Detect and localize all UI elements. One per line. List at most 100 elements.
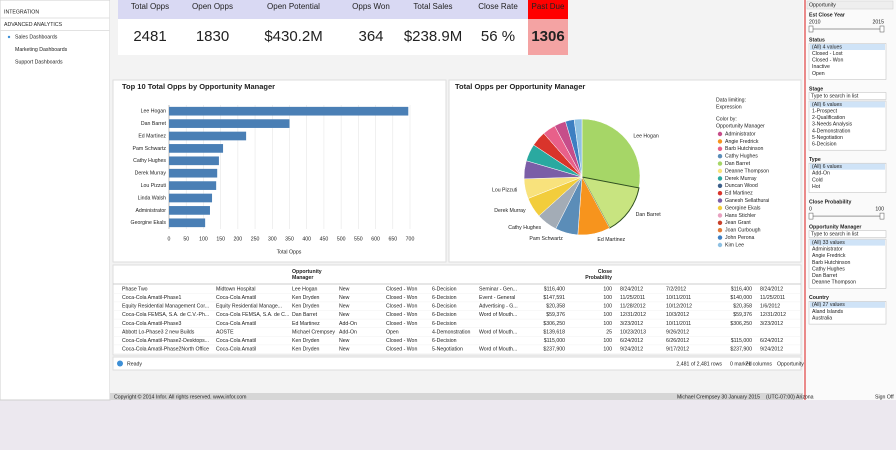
legend-label[interactable]: Dan Barret <box>725 161 751 167</box>
table-panel <box>112 264 802 356</box>
table-cell: Closed - Won <box>386 286 417 292</box>
table-cell: 6-Decision <box>432 286 457 292</box>
slider-handle[interactable] <box>879 25 885 33</box>
table-cell: 8/24/2012 <box>760 286 783 292</box>
slider-handle[interactable] <box>808 212 814 220</box>
list-item[interactable]: Administrator <box>812 247 843 253</box>
list-item[interactable]: Dan Barret <box>812 273 838 279</box>
sidebar-item[interactable]: Support Dashboards <box>15 59 63 65</box>
list-item[interactable]: Open <box>812 71 825 77</box>
filter-section-title: Stage <box>809 86 823 92</box>
bar <box>169 193 213 203</box>
range-max: 2015 <box>872 19 884 25</box>
legend-label[interactable]: Jean Grant <box>725 220 751 226</box>
x-tick-label: 0 <box>168 236 171 242</box>
legend-label[interactable]: Angie Fredrick <box>725 139 759 145</box>
sign-off[interactable]: Sign Off <box>875 394 894 400</box>
table-cell: $116,400 <box>731 286 752 292</box>
x-tick-label: 350 <box>285 236 294 242</box>
list-item[interactable]: 3-Needs Analysis <box>812 122 852 128</box>
legend-swatch <box>717 131 723 137</box>
legend-label[interactable]: Georgine Ekals <box>725 205 761 211</box>
x-tick-label: 200 <box>234 236 243 242</box>
y-tick-label: Dan Barret <box>141 121 167 127</box>
list-item[interactable]: Inactive <box>812 64 830 70</box>
list-item[interactable]: (All) 6 values <box>812 102 842 108</box>
list-item[interactable]: (All) 33 values <box>812 240 845 246</box>
y-tick-label: Cathy Hughes <box>133 158 166 164</box>
list-item[interactable]: Closed - Lost <box>812 51 843 57</box>
legend-label[interactable]: Derek Murray <box>725 176 757 182</box>
legend-info: Data limiting: <box>716 97 746 103</box>
slider-handle[interactable] <box>879 212 885 220</box>
search-placeholder: Type to search in list <box>811 231 859 237</box>
table-cell: 10/11/2011 <box>666 321 691 327</box>
table-cell: 4-Demonstration <box>432 329 470 335</box>
sidebar-item[interactable]: ADVANCED ANALYTICS <box>4 22 63 28</box>
search-box[interactable] <box>808 230 887 238</box>
table-cell: New <box>339 347 350 353</box>
y-tick-label: Lou Pizzuti <box>141 183 166 189</box>
list-item[interactable]: Hot <box>812 184 821 190</box>
filter-header <box>806 0 894 10</box>
slider-handle[interactable] <box>808 25 814 33</box>
footer-bar <box>110 393 896 400</box>
table-cell: 6-Decision <box>432 321 457 327</box>
filter-section-title: Opportunity Manager <box>809 224 861 230</box>
list-item[interactable]: Australia <box>812 315 832 321</box>
legend-label[interactable]: Kim Lee <box>725 242 744 248</box>
x-tick-label: 50 <box>183 236 189 242</box>
list-item[interactable]: Add-On <box>812 171 830 177</box>
legend-label[interactable]: Ganesh Sellathurai <box>725 198 769 204</box>
list-item[interactable]: 4-Demonstration <box>812 128 850 134</box>
legend-label[interactable]: Cathy Hughes <box>725 154 758 160</box>
table-cell: 11/25/2011 <box>620 295 645 301</box>
table-cell: Closed - Won <box>386 312 417 318</box>
list-item[interactable]: Aland Islands <box>812 309 844 315</box>
list-item[interactable]: Deanne Thompson <box>812 280 856 286</box>
table-cell: Coca-Cola Amatil-Phase2North Office <box>122 347 209 353</box>
list-item[interactable]: 6-Decision <box>812 141 837 147</box>
legend-label[interactable]: Barb Hutchinson <box>725 146 763 152</box>
sidebar-item[interactable]: INTEGRATION <box>4 9 39 15</box>
x-tick-label: 450 <box>320 236 329 242</box>
search-placeholder: Type to search in list <box>811 93 859 99</box>
list-item[interactable]: Angie Fredrick <box>812 253 846 259</box>
list-item[interactable]: 1-Prospect <box>812 108 838 114</box>
range-max: 100 <box>875 206 884 212</box>
table-cell: Word of Mouth... <box>479 312 517 318</box>
pie-title: Total Opps per Opportunity Manager <box>455 82 585 91</box>
legend-label[interactable]: John Perona <box>725 235 755 241</box>
y-tick-label: Derek Murray <box>135 171 167 177</box>
list-item[interactable]: (All) 6 values <box>812 164 842 170</box>
sidebar-item[interactable]: Marketing Dashboards <box>15 47 68 53</box>
table-cell: Add-On <box>339 321 357 327</box>
sidebar-item[interactable]: Sales Dashboards <box>15 34 58 40</box>
table-cell: 10/11/2011 <box>666 295 691 301</box>
table-cell: 9/26/2012 <box>666 329 689 335</box>
list-item[interactable]: Cathy Hughes <box>812 266 845 272</box>
list-item[interactable]: (All) 27 values <box>812 302 845 308</box>
list-box <box>808 238 887 289</box>
legend-label[interactable]: Ed Martinez <box>725 191 753 197</box>
list-item[interactable]: Cold <box>812 177 823 183</box>
table-cell: $139,618 <box>543 329 565 335</box>
list-item[interactable]: Closed - Won <box>812 58 843 64</box>
list-item[interactable]: (All) 4 values <box>812 44 842 50</box>
list-item[interactable]: 2-Qualification <box>812 115 845 121</box>
search-box[interactable] <box>808 92 887 100</box>
table-cell: 6/24/2012 <box>760 338 783 344</box>
list-item[interactable]: Barb Hutchinson <box>812 260 850 266</box>
table-cell: 100 <box>603 286 612 292</box>
legend-label[interactable]: Administrator <box>725 131 756 137</box>
legend-label[interactable]: Hans Stichler <box>725 213 756 219</box>
list-item[interactable]: 5-Negotiation <box>812 135 843 141</box>
y-tick-label: Lee Hogan <box>141 109 166 115</box>
kpi-label: Total Opps <box>131 2 169 11</box>
legend-info: Color by: <box>716 116 737 122</box>
legend-label[interactable]: Deanne Thompson <box>725 168 769 174</box>
legend-label[interactable]: Duncan Wood <box>725 183 758 189</box>
kpi-alert-value <box>528 19 568 55</box>
legend-label[interactable]: Joan Curbough <box>725 228 761 234</box>
table-cell: 100 <box>603 347 612 353</box>
